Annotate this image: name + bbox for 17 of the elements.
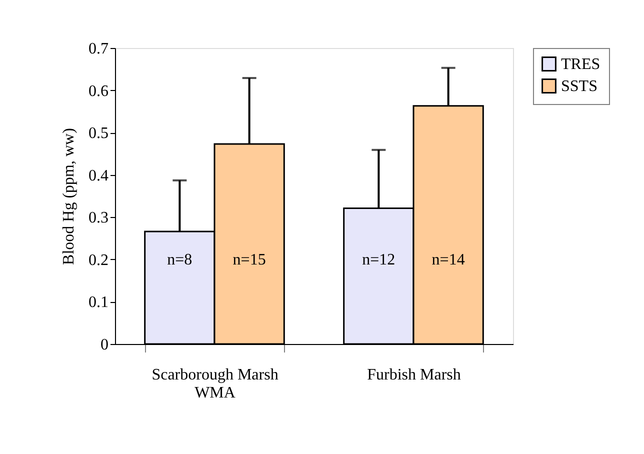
y-tick-label: 0.6 <box>88 82 108 100</box>
y-tick-label: 0.5 <box>88 125 108 142</box>
y-axis-title: Blood Hg (ppm, ww) <box>60 128 78 265</box>
legend-label: SSTS <box>561 78 598 95</box>
annotation: n=8 <box>167 251 192 268</box>
y-tick-label: 0.1 <box>88 294 108 312</box>
y-tick-label: 0.7 <box>88 40 108 58</box>
y-tick-label: 0.3 <box>88 210 108 227</box>
y-tick-label: 0 <box>100 336 108 354</box>
legend-label: TRES <box>561 56 600 73</box>
annotation: n=15 <box>232 251 266 268</box>
y-tick-label: 0.4 <box>88 167 108 184</box>
y-tick-label: 0.2 <box>88 252 108 269</box>
x-tick-label: Furbish Marsh <box>367 366 461 384</box>
x-tick-label: Scarborough Marsh WMA <box>152 366 278 402</box>
annotation: n=12 <box>362 251 396 268</box>
annotation: n=14 <box>432 251 465 268</box>
